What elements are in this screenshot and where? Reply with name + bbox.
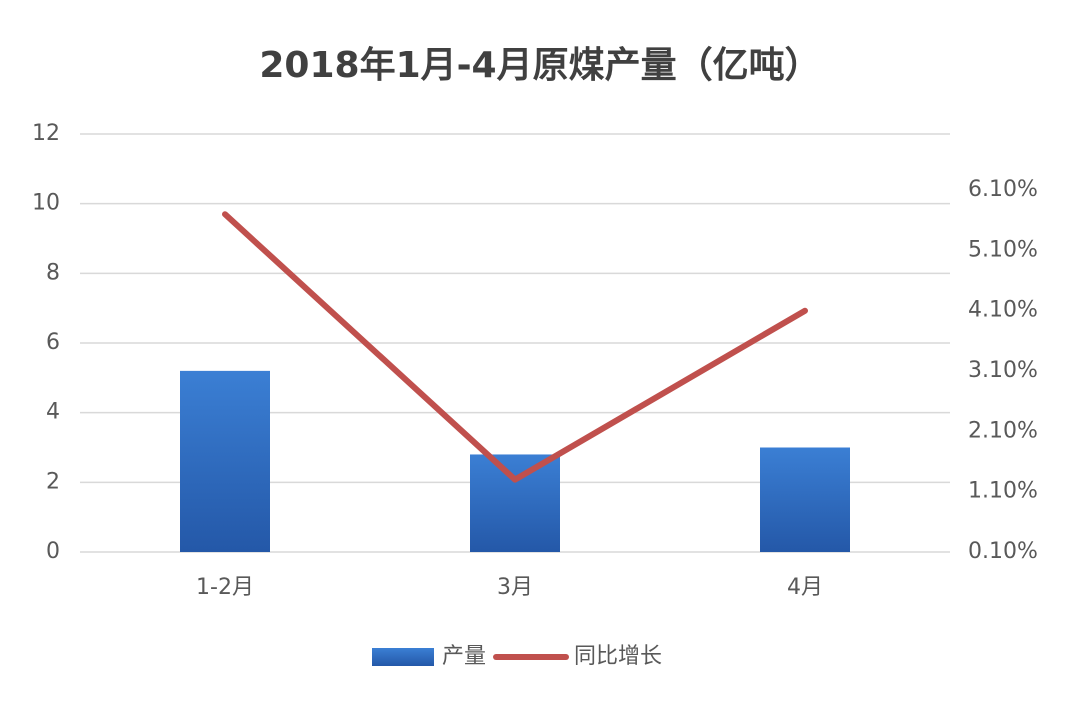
x-tick-label: 1-2月 — [196, 575, 254, 600]
y2-tick-label: 4.10% — [968, 298, 1038, 323]
y2-tick-label: 2.10% — [968, 418, 1038, 443]
y2-tick-label: 6.10% — [968, 177, 1038, 202]
y-tick-label: 10 — [32, 191, 60, 216]
line — [222, 211, 808, 483]
y2-tick-label: 5.10% — [968, 237, 1038, 262]
y-tick-label: 6 — [46, 330, 60, 355]
y-tick-label: 8 — [46, 260, 60, 285]
y2-tick-label: 1.10% — [968, 479, 1038, 504]
x-tick-label: 4月 — [787, 575, 823, 600]
legend-label: 同比增长 — [574, 644, 662, 669]
y2-tick-label: 0.10% — [968, 539, 1038, 564]
bar — [760, 447, 850, 552]
y-tick-label: 0 — [46, 539, 60, 564]
y-tick-label: 4 — [46, 400, 60, 425]
y2-tick-label: 3.10% — [968, 358, 1038, 383]
y-tick-label: 2 — [46, 469, 60, 494]
bar — [470, 454, 560, 552]
y-tick-label: 12 — [32, 121, 60, 146]
bar — [180, 370, 270, 552]
x-tick-label: 3月 — [497, 575, 533, 600]
legend-swatch — [372, 648, 434, 666]
chart-title: 2018年1月-4月原煤产量（亿吨） — [259, 45, 820, 86]
legend-label: 产量 — [442, 644, 486, 669]
